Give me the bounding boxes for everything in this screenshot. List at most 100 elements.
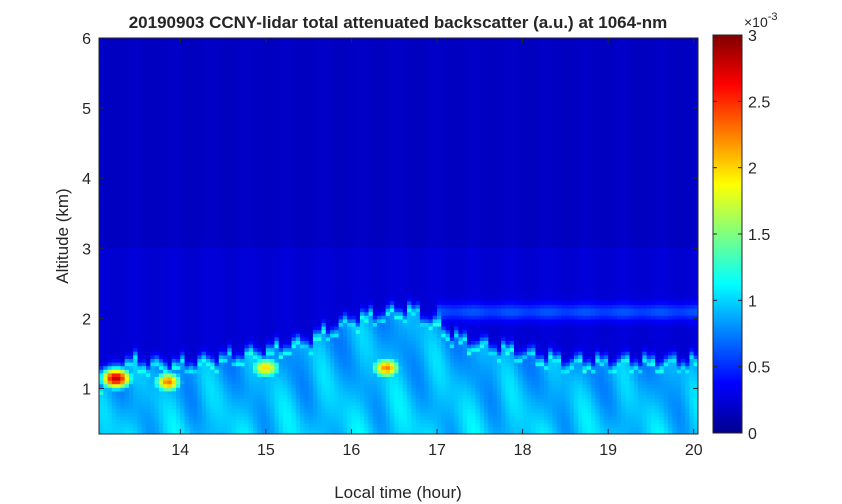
heatmap-cell bbox=[107, 189, 113, 194]
heatmap-cell bbox=[261, 243, 267, 248]
heatmap-cell bbox=[227, 45, 233, 50]
heatmap-cell bbox=[193, 66, 199, 71]
heatmap-cell bbox=[146, 92, 151, 97]
heatmap-cell bbox=[163, 419, 169, 424]
heatmap-cell bbox=[240, 146, 246, 151]
heatmap-cell bbox=[137, 189, 143, 194]
heatmap-cell bbox=[116, 246, 121, 251]
heatmap-cell bbox=[197, 279, 203, 284]
heatmap-cell bbox=[257, 210, 263, 215]
heatmap-cell bbox=[240, 153, 246, 158]
heatmap-cell bbox=[240, 149, 246, 154]
heatmap-cell bbox=[158, 63, 164, 68]
heatmap-cell bbox=[214, 225, 220, 230]
heatmap-cell bbox=[146, 95, 151, 100]
heatmap-cell bbox=[103, 124, 109, 129]
heatmap-cell bbox=[257, 218, 263, 223]
heatmap-cell bbox=[163, 164, 169, 169]
heatmap-cell bbox=[278, 318, 284, 323]
heatmap-cell bbox=[197, 207, 203, 212]
heatmap-cell bbox=[150, 401, 156, 406]
heatmap-cell bbox=[146, 282, 151, 287]
heatmap-cell bbox=[146, 196, 151, 201]
heatmap-cell bbox=[244, 178, 250, 183]
heatmap-cell bbox=[235, 329, 241, 334]
heatmap-cell bbox=[223, 272, 228, 277]
heatmap-cell bbox=[218, 390, 224, 395]
heatmap-cell bbox=[124, 131, 130, 136]
heatmap-cell bbox=[253, 275, 258, 280]
heatmap-cell bbox=[235, 52, 241, 57]
heatmap-cell bbox=[287, 70, 293, 75]
heatmap-cell bbox=[111, 268, 117, 273]
heatmap-cell bbox=[167, 362, 173, 367]
heatmap-cell bbox=[116, 387, 121, 392]
heatmap-cell bbox=[133, 81, 139, 86]
heatmap-cell bbox=[171, 228, 177, 233]
heatmap-cell bbox=[103, 322, 109, 327]
heatmap-cell bbox=[180, 228, 186, 233]
heatmap-cell bbox=[253, 59, 258, 64]
heatmap-cell bbox=[197, 48, 203, 53]
heatmap-cell bbox=[116, 336, 121, 341]
heatmap-cell bbox=[176, 196, 181, 201]
heatmap-cell bbox=[111, 419, 117, 424]
heatmap-cell bbox=[270, 63, 276, 68]
heatmap-cell bbox=[171, 110, 177, 115]
heatmap-cell bbox=[240, 164, 246, 169]
heatmap-cell bbox=[253, 182, 258, 187]
heatmap-cell bbox=[248, 311, 254, 316]
heatmap-cell bbox=[265, 167, 271, 172]
heatmap-cell bbox=[210, 358, 216, 363]
heatmap-cell bbox=[282, 167, 288, 172]
heatmap-cell bbox=[180, 146, 186, 151]
heatmap-cell bbox=[111, 430, 117, 434]
heatmap-cell bbox=[154, 358, 160, 363]
heatmap-cell bbox=[218, 167, 224, 172]
heatmap-cell bbox=[176, 254, 181, 259]
heatmap-cell bbox=[214, 383, 220, 388]
heatmap-cell bbox=[278, 405, 284, 410]
heatmap-cell bbox=[274, 290, 280, 295]
heatmap-cell bbox=[265, 59, 271, 64]
heatmap-cell bbox=[184, 315, 190, 320]
heatmap-cell bbox=[257, 261, 263, 266]
heatmap-cell bbox=[205, 192, 211, 197]
heatmap-cell bbox=[103, 149, 109, 154]
heatmap-cell bbox=[214, 336, 220, 341]
heatmap-cell bbox=[214, 272, 220, 277]
heatmap-cell bbox=[171, 95, 177, 100]
heatmap-cell bbox=[141, 77, 147, 82]
heatmap-cell bbox=[188, 200, 194, 205]
heatmap-cell bbox=[282, 333, 288, 338]
heatmap-cell bbox=[150, 246, 156, 251]
heatmap-cell bbox=[133, 398, 139, 403]
heatmap-cell bbox=[197, 200, 203, 205]
heatmap-cell bbox=[244, 117, 250, 122]
heatmap-cell bbox=[150, 153, 156, 158]
heatmap-cell bbox=[107, 236, 113, 241]
heatmap-cell bbox=[133, 117, 139, 122]
heatmap-cell bbox=[231, 171, 237, 176]
heatmap-cell bbox=[158, 225, 164, 230]
heatmap-cell bbox=[124, 88, 130, 93]
heatmap-cell bbox=[274, 340, 280, 345]
heatmap-cell bbox=[150, 416, 156, 421]
heatmap-cell bbox=[124, 128, 130, 133]
heatmap-cell bbox=[116, 207, 121, 212]
heatmap-cell bbox=[223, 120, 228, 125]
heatmap-cell bbox=[287, 376, 293, 381]
heatmap-cell bbox=[176, 340, 181, 345]
heatmap-cell bbox=[111, 369, 117, 374]
heatmap-cell bbox=[184, 243, 190, 248]
heatmap-cell bbox=[248, 362, 254, 367]
heatmap-cell bbox=[133, 369, 139, 374]
heatmap-cell bbox=[171, 268, 177, 273]
heatmap-cell bbox=[133, 92, 139, 97]
heatmap-cell bbox=[270, 398, 276, 403]
heatmap-cell bbox=[205, 390, 211, 395]
heatmap-cell bbox=[120, 160, 126, 165]
heatmap-cell bbox=[116, 369, 121, 374]
heatmap-cell bbox=[231, 272, 237, 277]
heatmap-cell bbox=[282, 207, 288, 212]
